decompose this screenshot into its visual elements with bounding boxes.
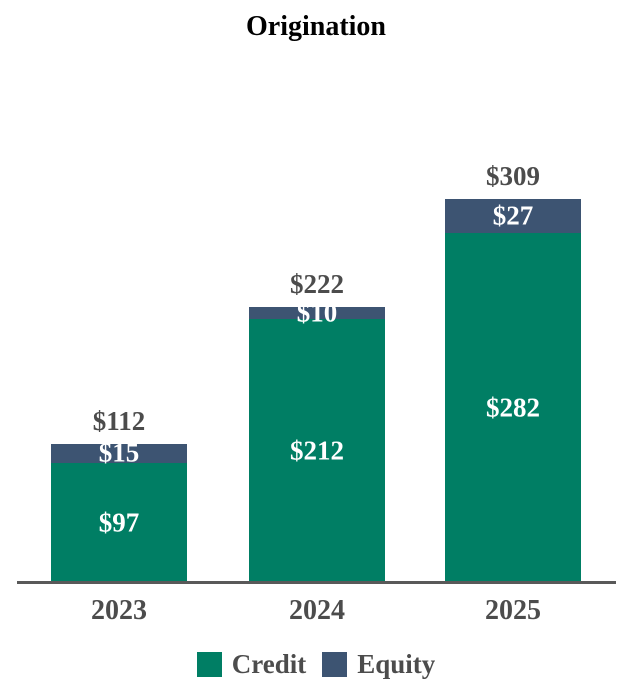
total-label-2023: $112 xyxy=(92,406,146,436)
total-label-2025: $309 xyxy=(486,161,540,191)
total-label-2024: $222 xyxy=(290,269,344,299)
chart-title: Origination xyxy=(245,11,386,42)
credit-segment-2023: $97 xyxy=(51,462,187,584)
credit-value-label: $282 xyxy=(486,392,540,423)
credit-segment-2024: $212 xyxy=(249,319,385,583)
legend-label-credit: Credit xyxy=(231,649,307,679)
legend-item-credit: Credit xyxy=(196,649,307,679)
bar-group-2023: $112 $15 $97 xyxy=(51,408,187,584)
x-tick-label-2024: 2024 xyxy=(289,595,345,626)
legend-item-equity: Equity xyxy=(322,651,435,678)
credit-value-label: $97 xyxy=(98,507,140,538)
legend: Credit Equity xyxy=(0,651,632,678)
credit-value-label: $212 xyxy=(290,435,344,466)
credit-segment-2025: $282 xyxy=(445,232,581,583)
x-tick-label-2025: 2025 xyxy=(485,595,541,626)
legend-swatch-credit xyxy=(196,652,222,677)
equity-segment-2025: $27 xyxy=(445,199,581,233)
legend-label-equity: Equity xyxy=(357,649,436,679)
x-axis-line xyxy=(17,581,616,584)
bar-group-2024: $222 $10 $212 xyxy=(249,271,385,583)
plot-area: $112 $15 $97 $222 $10 $212 $309 $27 $282 xyxy=(17,163,616,584)
equity-segment-2024: $10 xyxy=(249,299,385,326)
legend-swatch-equity xyxy=(322,652,348,677)
x-tick-label-2023: 2023 xyxy=(91,595,147,626)
equity-value-label: $10 xyxy=(296,297,338,328)
equity-segment-2023: $15 xyxy=(51,439,187,466)
equity-value-label: $27 xyxy=(492,200,534,231)
bar-group-2025: $309 $27 $282 xyxy=(445,163,581,583)
equity-value-label: $15 xyxy=(98,437,140,468)
